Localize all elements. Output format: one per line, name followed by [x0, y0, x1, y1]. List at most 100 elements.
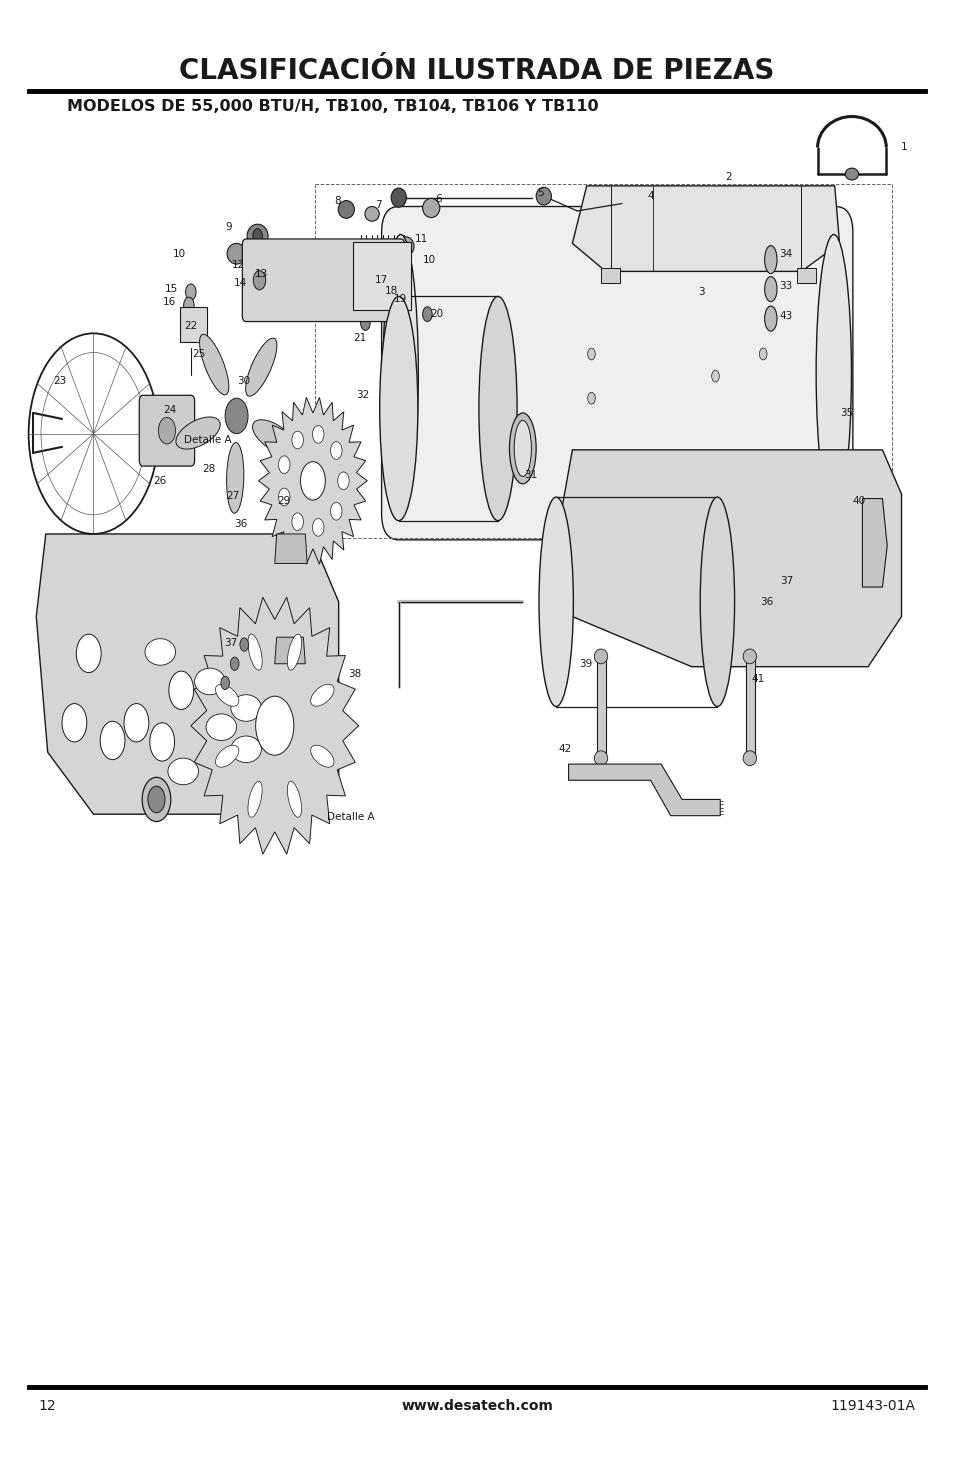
Text: 5: 5 [537, 189, 543, 198]
Text: 36: 36 [760, 597, 773, 606]
Ellipse shape [700, 497, 734, 707]
Ellipse shape [227, 442, 244, 513]
Text: Detalle A: Detalle A [184, 435, 232, 444]
Circle shape [313, 425, 324, 442]
Ellipse shape [215, 684, 238, 707]
Ellipse shape [594, 649, 607, 664]
Text: 17: 17 [375, 276, 388, 285]
Ellipse shape [142, 777, 171, 822]
Polygon shape [555, 450, 901, 667]
Text: 2: 2 [725, 173, 731, 181]
Ellipse shape [175, 417, 220, 448]
Circle shape [169, 671, 193, 709]
Text: 19: 19 [394, 295, 407, 304]
Text: 25: 25 [192, 350, 205, 358]
FancyBboxPatch shape [180, 307, 207, 342]
Ellipse shape [227, 243, 246, 264]
Ellipse shape [230, 656, 238, 670]
Polygon shape [258, 397, 367, 565]
Circle shape [124, 704, 149, 742]
Text: 9: 9 [226, 223, 232, 232]
Text: 28: 28 [202, 465, 215, 473]
Ellipse shape [248, 782, 262, 817]
Text: 27: 27 [226, 491, 239, 500]
Ellipse shape [168, 758, 198, 785]
FancyBboxPatch shape [353, 242, 411, 310]
Ellipse shape [514, 420, 531, 476]
Ellipse shape [844, 168, 858, 180]
Text: 37: 37 [224, 639, 237, 648]
Ellipse shape [245, 338, 276, 397]
Text: 16: 16 [163, 298, 176, 307]
Polygon shape [191, 597, 358, 854]
Polygon shape [274, 534, 307, 563]
Circle shape [331, 441, 342, 459]
Circle shape [278, 488, 290, 506]
Text: 32: 32 [355, 391, 369, 400]
Ellipse shape [231, 695, 261, 721]
Text: Detalle A: Detalle A [327, 813, 375, 822]
Text: 21: 21 [353, 333, 366, 342]
Text: 43: 43 [779, 311, 792, 320]
Ellipse shape [270, 277, 283, 292]
Ellipse shape [587, 348, 595, 360]
Bar [745, 658, 754, 758]
Ellipse shape [478, 296, 517, 521]
Circle shape [292, 513, 303, 531]
Text: 38: 38 [348, 670, 361, 678]
Ellipse shape [379, 296, 417, 521]
Text: 31: 31 [523, 471, 537, 479]
Circle shape [150, 723, 174, 761]
Text: 22: 22 [184, 322, 197, 330]
FancyBboxPatch shape [381, 207, 852, 540]
Ellipse shape [509, 413, 536, 484]
Ellipse shape [194, 668, 225, 695]
Ellipse shape [764, 305, 777, 330]
Text: 8: 8 [335, 196, 340, 205]
Ellipse shape [742, 751, 756, 766]
Polygon shape [274, 637, 305, 664]
Text: 42: 42 [558, 745, 571, 754]
Text: 14: 14 [233, 279, 247, 288]
Text: 34: 34 [779, 249, 792, 258]
Ellipse shape [287, 634, 301, 670]
Text: 6: 6 [436, 195, 441, 204]
Text: 4: 4 [647, 192, 653, 201]
Ellipse shape [536, 187, 551, 205]
Circle shape [300, 462, 325, 500]
Text: 20: 20 [430, 310, 443, 319]
Text: 37: 37 [780, 577, 793, 586]
Circle shape [292, 431, 303, 448]
FancyBboxPatch shape [242, 239, 404, 322]
Text: 11: 11 [415, 235, 428, 243]
Text: 12: 12 [38, 1398, 55, 1413]
Circle shape [331, 503, 342, 521]
Polygon shape [568, 764, 720, 816]
Text: 35: 35 [840, 409, 853, 417]
Text: 40: 40 [851, 497, 864, 506]
Ellipse shape [185, 283, 196, 299]
Ellipse shape [247, 224, 268, 248]
Ellipse shape [253, 270, 265, 289]
Ellipse shape [422, 198, 439, 217]
Text: 23: 23 [53, 376, 67, 385]
Text: 18: 18 [384, 286, 397, 295]
Ellipse shape [184, 298, 194, 313]
Text: 13: 13 [254, 270, 268, 279]
Ellipse shape [759, 348, 766, 360]
Ellipse shape [158, 417, 175, 444]
Ellipse shape [764, 245, 777, 274]
Ellipse shape [199, 335, 229, 395]
Ellipse shape [311, 684, 334, 707]
Ellipse shape [289, 266, 312, 286]
Text: 1: 1 [901, 143, 906, 152]
Ellipse shape [594, 751, 607, 766]
Circle shape [225, 398, 248, 434]
Text: 10: 10 [172, 249, 186, 258]
Text: 30: 30 [236, 376, 250, 385]
Ellipse shape [364, 207, 378, 221]
Text: 26: 26 [153, 476, 167, 485]
Ellipse shape [231, 736, 261, 763]
Text: 15: 15 [165, 285, 178, 294]
Text: MODELOS DE 55,000 BTU/H, TB100, TB104, TB106 Y TB110: MODELOS DE 55,000 BTU/H, TB100, TB104, T… [67, 99, 598, 114]
